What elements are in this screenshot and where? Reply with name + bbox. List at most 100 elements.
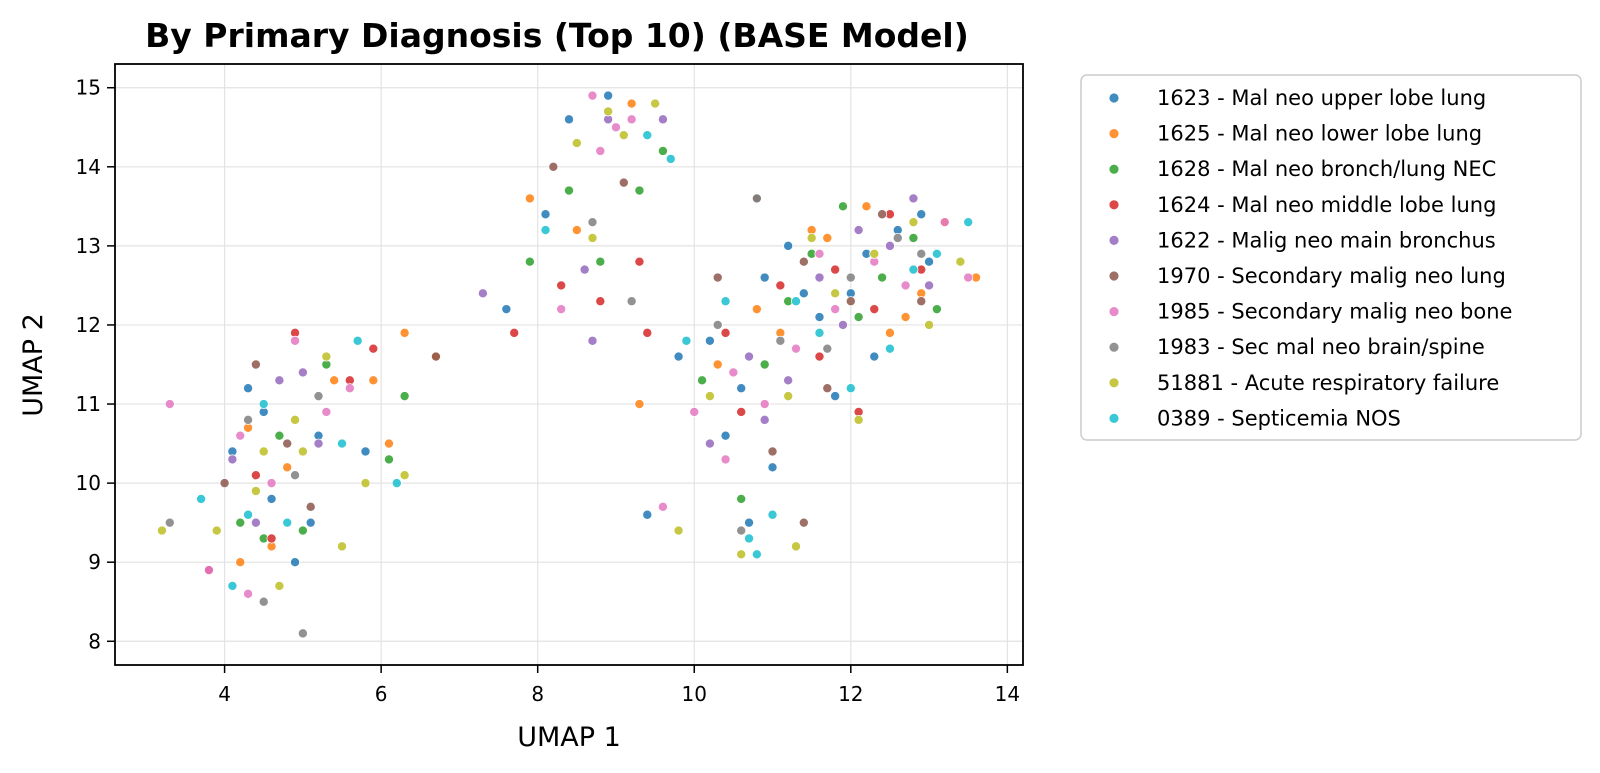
scatter-point	[618, 177, 629, 188]
scatter-point	[501, 304, 512, 315]
scatter-point	[274, 580, 285, 591]
scatter-point	[869, 304, 880, 315]
scatter-point	[673, 525, 684, 536]
scatter-point	[250, 486, 261, 497]
scatter-point	[791, 343, 802, 354]
series-1	[235, 98, 982, 568]
scatter-point	[657, 501, 668, 512]
scatter-point	[712, 272, 723, 283]
scatter-point	[219, 478, 230, 489]
scatter-point	[837, 319, 848, 330]
scatter-point	[924, 280, 935, 291]
scatter-point	[814, 248, 825, 259]
scatter-point	[931, 304, 942, 315]
scatter-point	[391, 478, 402, 489]
legend-marker	[1108, 377, 1120, 389]
scatter-point	[313, 438, 324, 449]
scatter-point	[736, 493, 747, 504]
scatter-point	[399, 391, 410, 402]
scatter-point	[595, 256, 606, 267]
scatter-point	[383, 454, 394, 465]
legend-marker	[1108, 341, 1120, 353]
scatter-point	[282, 438, 293, 449]
scatter-point	[689, 406, 700, 417]
legend-entry: 51881 - Acute respiratory failure	[1157, 371, 1499, 395]
scatter-point	[344, 383, 355, 394]
scatter-point	[775, 335, 786, 346]
scatter-point	[759, 359, 770, 370]
scatter-point	[368, 375, 379, 386]
scatter-point	[908, 232, 919, 243]
legend-box	[1080, 74, 1582, 441]
scatter-point	[571, 225, 582, 236]
legend-entry: 1624 - Mal neo middle lobe lung	[1157, 193, 1496, 217]
scatter-point	[830, 391, 841, 402]
x-tick-label: 6	[375, 682, 388, 706]
scatter-point	[712, 359, 723, 370]
y-tick-label: 8	[88, 629, 101, 653]
scatter-point	[830, 304, 841, 315]
legend-entry: 1625 - Mal neo lower lobe lung	[1157, 122, 1482, 146]
scatter-point	[297, 628, 308, 639]
scatter-point	[798, 517, 809, 528]
scatter-point	[908, 264, 919, 275]
scatter-point	[603, 106, 614, 117]
scatter-point	[884, 240, 895, 251]
scatter-point	[571, 138, 582, 149]
scatter-point	[916, 209, 927, 220]
series-7	[164, 193, 927, 639]
grid	[115, 64, 1023, 665]
scatter-point	[939, 217, 950, 228]
scatter-point	[767, 509, 778, 520]
legend-entry: 1983 - Sec mal neo brain/spine	[1157, 335, 1485, 359]
scatter-point	[360, 446, 371, 457]
legend: 1623 - Mal neo upper lobe lung 1625 - Mal…	[1080, 74, 1582, 441]
y-tick-label: 12	[76, 313, 101, 337]
legend-entry: 1622 - Malig neo main bronchus	[1157, 228, 1496, 252]
scatter-point	[321, 406, 332, 417]
scatter-point	[963, 217, 974, 228]
scatter-point	[877, 209, 888, 220]
scatter-point	[720, 327, 731, 338]
legend-entry: 1628 - Mal neo bronch/lung NEC	[1157, 157, 1496, 181]
x-tick-label: 12	[838, 682, 863, 706]
scatter-point	[783, 391, 794, 402]
scatter-point	[227, 580, 238, 591]
scatter-point	[587, 232, 598, 243]
scatter-point	[290, 335, 301, 346]
scatter-point	[665, 153, 676, 164]
scatter-point	[720, 430, 731, 441]
scatter-point	[626, 98, 637, 109]
scatter-point	[297, 525, 308, 536]
scatter-point	[642, 130, 653, 141]
scatter-point	[759, 399, 770, 410]
scatter-point	[853, 312, 864, 323]
scatter-point	[297, 367, 308, 378]
legend-entry: 1985 - Secondary malig neo bone	[1157, 300, 1512, 324]
scatter-point	[313, 391, 324, 402]
scatter-point	[791, 296, 802, 307]
scatter-point	[540, 225, 551, 236]
scatter-point	[258, 446, 269, 457]
scatter-point	[243, 383, 254, 394]
scatter-point	[861, 201, 872, 212]
y-tick-label: 13	[76, 234, 101, 258]
scatter-point	[477, 288, 488, 299]
legend-marker	[1108, 199, 1120, 211]
scatter-point	[595, 145, 606, 156]
scatter-point	[736, 383, 747, 394]
scatter-point	[712, 319, 723, 330]
series-5	[219, 161, 927, 528]
scatter-point	[697, 375, 708, 386]
scatter-point	[720, 454, 731, 465]
scatter-point	[806, 232, 817, 243]
scatter-point	[650, 98, 661, 109]
scatter-point	[720, 296, 731, 307]
scatter-point	[352, 335, 363, 346]
scatter-point	[728, 367, 739, 378]
scatter-point	[211, 525, 222, 536]
scatter-point	[548, 161, 559, 172]
scatter-point	[751, 304, 762, 315]
scatter-point	[822, 383, 833, 394]
